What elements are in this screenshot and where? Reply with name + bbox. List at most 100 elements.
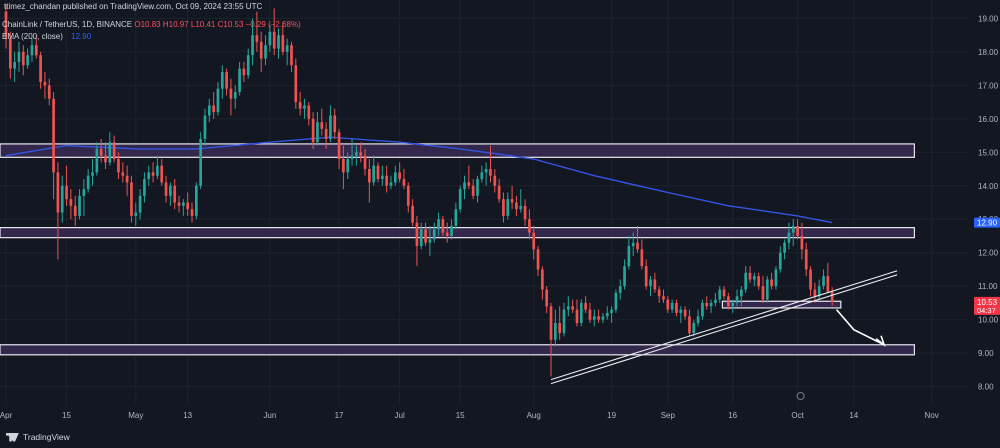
candle-body <box>558 323 562 334</box>
candle-body <box>393 172 397 183</box>
price-tick-label: 18.00 <box>978 48 999 57</box>
candle-body <box>337 132 341 159</box>
candle-body <box>69 199 73 206</box>
candle-body <box>151 172 155 176</box>
candle-body <box>735 296 739 303</box>
candle-body <box>432 229 436 240</box>
arrow-path <box>835 309 885 346</box>
candle-body <box>359 152 363 156</box>
candle-body <box>809 269 812 290</box>
candle-body <box>484 169 488 173</box>
candle-body <box>541 269 544 290</box>
candle-body <box>316 122 319 143</box>
candle-body <box>437 219 440 230</box>
candle-body <box>454 209 458 226</box>
time-axis[interactable]: Apr 15 May 13 Jun 17 Jul 15 Aug 19 Sep 16 Oct 14 Nov <box>0 392 1000 448</box>
candle-body <box>389 182 393 186</box>
candle-body <box>112 142 116 159</box>
candle-body <box>26 55 29 66</box>
candle-body <box>294 65 298 103</box>
candle-body <box>675 302 678 313</box>
candle-body <box>342 158 345 173</box>
candle-body <box>415 222 419 247</box>
trendline-upper <box>550 270 898 381</box>
time-tick-label: 17 <box>335 411 344 420</box>
ohlc-open: O10.83 <box>134 20 161 29</box>
candle-body <box>143 179 146 196</box>
candle-body <box>212 105 215 113</box>
candle-body <box>610 309 613 313</box>
candle-body <box>536 249 540 270</box>
candle-body <box>748 272 752 280</box>
candle-body <box>30 45 34 56</box>
candle-body <box>770 279 773 287</box>
candle-body <box>21 51 25 66</box>
candle-body <box>804 249 808 270</box>
price-axis[interactable]: 8.009.0010.0011.0012.0013.0014.0015.0016… <box>968 0 1000 405</box>
ema-label[interactable]: EMA (200, close) <box>2 32 63 41</box>
candle-body <box>476 179 479 196</box>
candle-body <box>259 41 263 59</box>
candle-body <box>173 185 177 203</box>
candle-body <box>242 68 246 76</box>
candle-body <box>510 199 514 203</box>
symbol-title[interactable]: ChainLink / TetherUS, 1D, BINANCE <box>2 20 133 29</box>
candle-body <box>104 155 107 163</box>
price-tick-label: 17.00 <box>978 81 999 90</box>
candle-body <box>177 202 181 206</box>
candle-body <box>584 302 587 310</box>
price-label-box <box>974 296 1000 315</box>
time-tick-label: 13 <box>183 411 192 420</box>
candle-body <box>203 115 207 139</box>
candle-body <box>329 115 332 139</box>
candle-body <box>636 242 639 250</box>
candle-body <box>666 299 670 310</box>
time-tick-label: 16 <box>728 411 737 420</box>
ema-200-line <box>5 136 833 224</box>
candle-body <box>186 202 190 210</box>
candle-body <box>575 309 579 324</box>
candle-body <box>39 55 42 82</box>
candle-body <box>566 306 570 310</box>
candle-body <box>311 118 315 143</box>
candle-body <box>380 175 384 180</box>
candle-body <box>406 185 410 206</box>
candle-body <box>562 309 566 334</box>
candle-body <box>264 45 267 59</box>
candle-body <box>657 289 661 297</box>
candle-body <box>272 31 276 49</box>
candle-body <box>649 279 652 287</box>
candle-body <box>368 169 371 183</box>
candle-body <box>78 195 81 216</box>
price-tick-label: 11.00 <box>978 282 998 291</box>
arrow-head <box>875 335 886 347</box>
candle-body <box>363 155 367 170</box>
candle-body <box>4 11 8 39</box>
candle-body <box>744 272 748 290</box>
candle-body <box>60 185 64 213</box>
candle-body <box>506 199 510 216</box>
candle-body <box>95 148 99 173</box>
candle-body <box>519 205 523 210</box>
event-icon[interactable] <box>796 392 805 400</box>
projection-arrow <box>835 309 886 347</box>
candle-body <box>714 299 717 303</box>
candle-body <box>640 249 644 267</box>
candle-body <box>515 202 518 210</box>
candle-body <box>532 232 536 250</box>
candle-body <box>355 152 358 156</box>
candle-body <box>791 225 795 233</box>
trendline <box>550 270 898 385</box>
price-label-text: 10.53 <box>977 298 998 307</box>
tradingview-brand[interactable]: TradingView <box>6 432 70 442</box>
candle-body <box>467 182 471 186</box>
candle-body <box>229 88 233 99</box>
candle-body <box>653 279 657 290</box>
candle-body <box>528 219 531 233</box>
time-tick-label: 19 <box>607 411 616 420</box>
candle-body <box>82 189 86 196</box>
candle-body <box>220 71 224 89</box>
time-tick-label: Nov <box>925 411 939 420</box>
candle-body <box>233 92 237 99</box>
